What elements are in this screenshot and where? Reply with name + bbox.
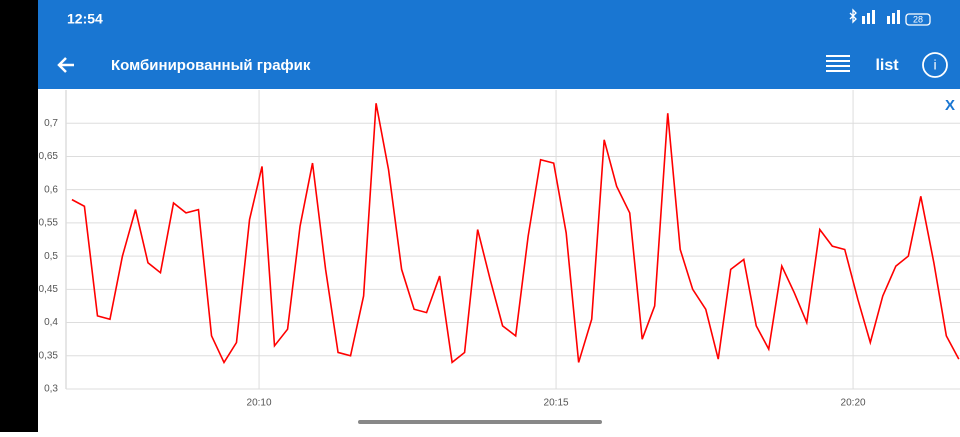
app-title: Комбинированный график <box>111 57 311 74</box>
chart: 0,3 0,35 0,4 0,45 0,5 0,55 0,6 0,65 0,7 20:10 20:1… <box>39 90 960 409</box>
y-tick-label: 0,5 <box>44 251 58 262</box>
y-tick-label: 0,4 <box>44 317 58 328</box>
home-indicator <box>358 420 602 424</box>
y-tick-label: 0,65 <box>39 151 59 162</box>
battery-level: 28 <box>913 14 923 24</box>
y-tick-label: 0,55 <box>39 218 59 229</box>
x-tick-label: 20:15 <box>544 398 569 409</box>
y-tick-label: 0,6 <box>44 184 58 195</box>
info-button[interactable] <box>922 52 948 78</box>
x-tick-label: 20:20 <box>841 398 866 409</box>
x-tick-label: 20:10 <box>247 398 272 409</box>
back-button[interactable] <box>57 57 74 73</box>
status-time: 12:54 <box>67 11 103 27</box>
status-icons <box>849 8 931 26</box>
y-tick-label: 0,45 <box>39 284 59 295</box>
app-header <box>38 0 960 89</box>
info-icon: i <box>933 57 936 73</box>
y-tick-label: 0,3 <box>44 384 58 395</box>
list-icon[interactable] <box>826 55 850 72</box>
close-button[interactable]: X <box>945 97 955 114</box>
data-line <box>71 103 960 365</box>
y-tick-label: 0,7 <box>44 118 58 129</box>
left-bezel <box>0 0 38 432</box>
list-button[interactable]: list <box>875 57 899 74</box>
y-tick-label: 0,35 <box>39 350 59 361</box>
